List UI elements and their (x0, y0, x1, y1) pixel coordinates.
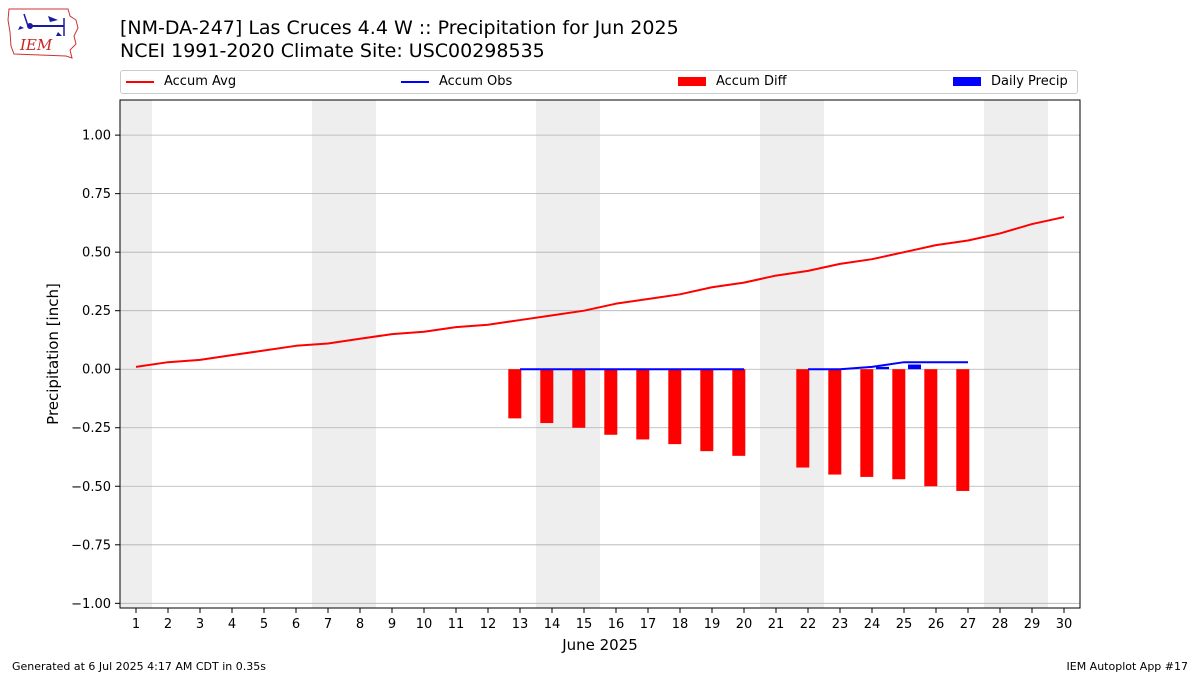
accum-diff-bar (700, 369, 714, 452)
y-tick-label: 0.50 (82, 246, 111, 261)
y-tick-label: 1.00 (82, 129, 111, 144)
weekend-shade-3 (760, 100, 824, 608)
legend-label-accum-avg: Accum Avg (164, 74, 237, 89)
accum-diff-bar (540, 369, 554, 424)
daily-precip-bar (908, 364, 921, 370)
x-tick-label: 17 (640, 617, 657, 632)
x-tick-label: 12 (480, 617, 497, 632)
logo-text: IEM (19, 36, 53, 54)
x-tick-label: 15 (576, 617, 593, 632)
x-tick-label: 4 (228, 617, 236, 632)
daily-precip-bars (876, 364, 921, 370)
weekend-shade-1 (312, 100, 376, 608)
y-tick-label: −0.75 (71, 538, 111, 553)
accum-diff-bar (604, 369, 618, 435)
chart-subtitle: NCEI 1991-2020 Climate Site: USC00298535 (120, 40, 545, 62)
x-tick-label: 2 (164, 617, 172, 632)
accum-avg-line (135, 216, 1065, 368)
footer-generated: Generated at 6 Jul 2025 4:17 AM CDT in 0… (12, 660, 266, 673)
y-tick-label: −0.50 (71, 480, 111, 495)
x-tick-label: 16 (608, 617, 625, 632)
x-tick-label: 11 (448, 617, 465, 632)
y-tick-label: 0.25 (82, 304, 111, 319)
weekend-shade-0 (120, 100, 152, 608)
weekend-shade-2 (536, 100, 600, 608)
y-axis-label: Precipitation [inch] (44, 283, 62, 425)
x-tick-label: 26 (928, 617, 945, 632)
y-tick-label: 0.75 (82, 187, 111, 202)
x-tick-label: 24 (864, 617, 881, 632)
y-axis-ticks: −1.00 −0.75 −0.50 −0.25 0.00 0.25 0.50 0.75 1.00 (71, 129, 120, 612)
accum-diff-bar (860, 369, 874, 477)
legend-swatch-accum-avg (126, 80, 154, 83)
x-tick-label: 14 (544, 617, 561, 632)
x-tick-label: 18 (672, 617, 689, 632)
x-tick-label: 9 (388, 617, 396, 632)
accum-diff-bar (956, 369, 970, 491)
legend-swatch-accum-obs (401, 80, 429, 83)
legend-label-daily-precip: Daily Precip (991, 74, 1068, 89)
accum-diff-bar (828, 369, 842, 475)
x-axis-ticks: 1 2 3 4 5 6 7 8 9 10 11 12 13 14 15 16 17 18 19 20 21 22 23 24 2… (132, 608, 1072, 632)
x-tick-label: 1 (132, 617, 140, 632)
x-tick-label: 28 (992, 617, 1009, 632)
legend-swatch-daily-precip (953, 77, 981, 86)
x-tick-label: 30 (1056, 617, 1073, 632)
plot-frame (119, 99, 1081, 609)
weekend-shading (120, 100, 1048, 608)
accum-diff-bar (924, 369, 938, 487)
x-tick-label: 6 (292, 617, 300, 632)
x-tick-label: 10 (416, 617, 433, 632)
y-tick-label: −0.25 (71, 421, 111, 436)
accum-diff-bars (508, 369, 970, 491)
accum-diff-bar (668, 369, 682, 445)
accum-obs-line-1 (808, 361, 968, 371)
x-tick-label: 20 (736, 617, 753, 632)
x-tick-label: 27 (960, 617, 977, 632)
accum-diff-bar (508, 369, 522, 419)
y-tick-label: −1.00 (71, 597, 111, 612)
x-tick-label: 8 (356, 617, 364, 632)
accum-diff-bar (572, 369, 586, 428)
x-tick-label: 25 (896, 617, 913, 632)
x-tick-label: 19 (704, 617, 721, 632)
x-tick-label: 3 (196, 617, 204, 632)
iem-logo: IEM (6, 6, 82, 64)
x-tick-label: 7 (324, 617, 332, 632)
x-tick-label: 5 (260, 617, 268, 632)
x-tick-label: 23 (832, 617, 849, 632)
x-tick-label: 22 (800, 617, 817, 632)
y-tick-label: 0.00 (82, 363, 111, 378)
iowa-map-icon: IEM (7, 8, 79, 59)
legend-label-accum-obs: Accum Obs (439, 74, 513, 89)
x-tick-label: 29 (1024, 617, 1041, 632)
legend-item-accum-obs: Accum Obs (401, 74, 512, 90)
accum-diff-bar (636, 369, 650, 440)
legend-item-accum-diff: Accum Diff (678, 74, 787, 90)
daily-precip-bar (876, 366, 889, 370)
accum-diff-bar (732, 369, 746, 456)
accum-diff-bar (892, 369, 906, 480)
legend-item-accum-avg: Accum Avg (126, 74, 236, 90)
legend-label-accum-diff: Accum Diff (716, 74, 787, 89)
footer-app: IEM Autoplot App #17 (1066, 660, 1189, 673)
series-lines (135, 216, 1065, 371)
legend: Accum Avg Accum Obs Accum Diff Daily Pre… (120, 70, 1078, 94)
grid-lines (120, 134, 1080, 604)
x-axis-label: June 2025 (561, 636, 638, 654)
legend-swatch-accum-diff (678, 77, 706, 86)
weekend-shade-4 (984, 100, 1048, 608)
chart-title: [NM-DA-247] Las Cruces 4.4 W :: Precipit… (120, 17, 679, 39)
x-tick-label: 13 (512, 617, 529, 632)
legend-item-daily-precip: Daily Precip (953, 74, 1068, 90)
x-tick-label: 21 (768, 617, 785, 632)
accum-diff-bar (796, 369, 810, 468)
